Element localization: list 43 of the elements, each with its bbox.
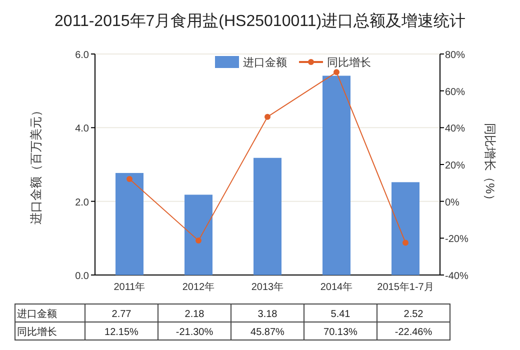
bar [392, 182, 420, 275]
chart-title: 2011-2015年7月食用盐(HS25010011)进口总额及增速统计 [54, 12, 466, 30]
point [264, 114, 270, 120]
data-label: 45.87% [250, 327, 285, 338]
data-label: -21.30% [176, 327, 214, 338]
data-label: 5.41 [330, 309, 351, 320]
y2-tick-label: -20% [445, 234, 468, 246]
data-label: 3.18 [258, 309, 278, 320]
y-tick-label: 4.0 [75, 124, 90, 135]
x-tick-label: 2014年 [320, 281, 353, 293]
data-label: -22.46% [394, 327, 432, 338]
point [196, 238, 202, 244]
data-label: 2.52 [404, 309, 424, 320]
y2-tick-label: 80% [445, 50, 466, 61]
legend-label: 进口金额 [243, 56, 287, 69]
y2-tick-label: -40% [445, 271, 468, 282]
y2-axis-title: 同比增长（%） [483, 123, 497, 206]
y-tick-label: 6.0 [75, 50, 90, 61]
y2-tick-label: 0% [445, 197, 460, 208]
point [334, 69, 340, 76]
y2-tick-label: 40% [445, 124, 466, 135]
data-label: 12.15% [104, 327, 139, 338]
point [402, 240, 408, 246]
point [126, 176, 132, 182]
bar [184, 194, 212, 275]
text: 同比增长 [17, 327, 57, 338]
x-tick-label: 2013年 [251, 281, 284, 293]
x-tick-label: 2015年1-7月 [377, 281, 434, 293]
legend-label: 同比增长 [327, 56, 371, 69]
bar [322, 76, 350, 275]
bar [116, 172, 144, 275]
data-label: 70.13% [324, 327, 358, 338]
text: 进口金额 [17, 309, 57, 320]
y-tick-label: 0.0 [75, 271, 90, 282]
data-label: 2.18 [184, 309, 205, 320]
y-tick-label: 2.0 [75, 197, 90, 208]
x-tick-label: 2011年 [114, 281, 146, 293]
x-tick-label: 2012年 [182, 281, 215, 293]
y2-tick-label: 20% [445, 160, 466, 172]
y2-tick-label: 60% [445, 86, 466, 98]
data-label: 2.77 [112, 309, 132, 320]
bar [254, 158, 282, 275]
y-axis-title: 进口金额（百万美元） [29, 104, 43, 224]
